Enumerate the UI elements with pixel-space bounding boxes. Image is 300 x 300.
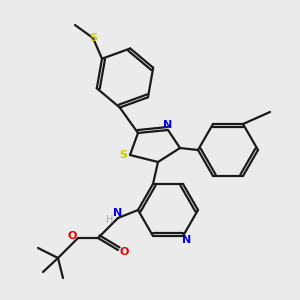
Text: N: N bbox=[164, 120, 172, 130]
Text: O: O bbox=[67, 231, 77, 241]
Text: N: N bbox=[182, 235, 192, 245]
Text: S: S bbox=[119, 150, 127, 160]
Text: S: S bbox=[89, 33, 97, 43]
Text: O: O bbox=[119, 247, 129, 257]
Text: H: H bbox=[106, 215, 114, 225]
Text: N: N bbox=[113, 208, 123, 218]
